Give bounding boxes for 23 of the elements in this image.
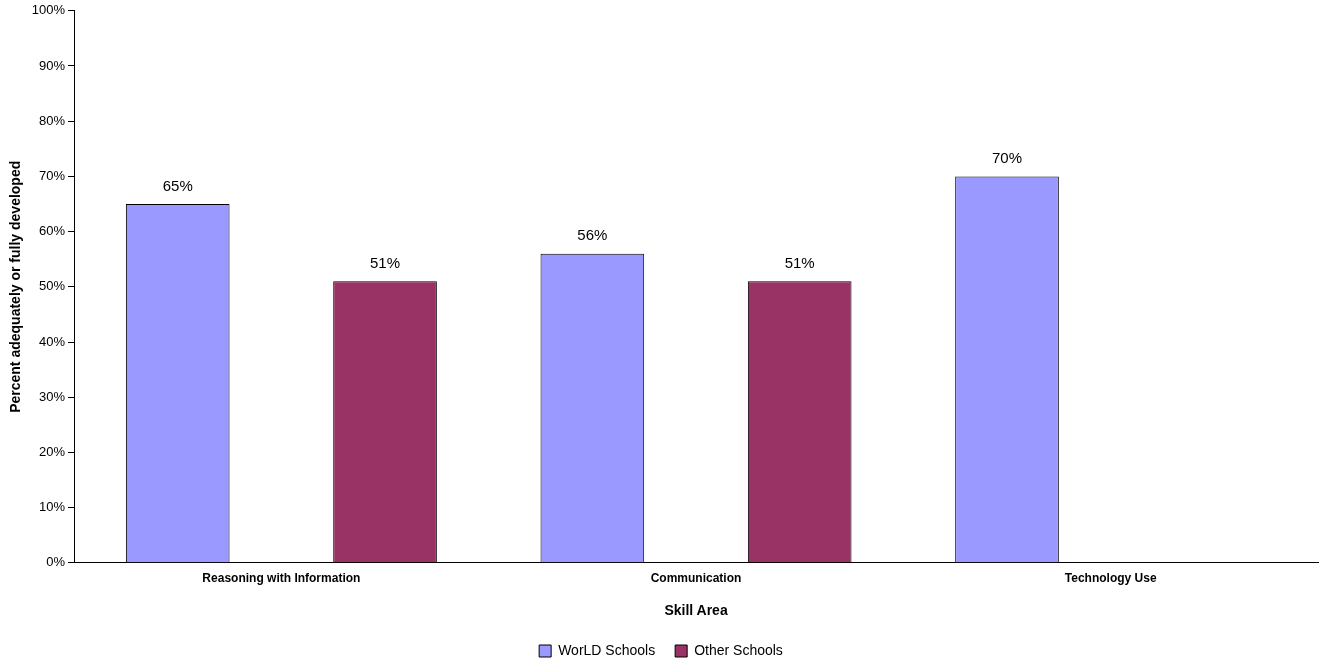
data-label: 65% bbox=[162, 176, 193, 194]
x-axis-title: Skill Area bbox=[664, 602, 728, 619]
y-tick-label: 10% bbox=[39, 499, 66, 515]
x-tick-label: Reasoning with Information bbox=[202, 571, 361, 586]
legend-label: WorLD Schools bbox=[558, 641, 656, 658]
data-label: 70% bbox=[992, 149, 1023, 167]
y-tick-label: 40% bbox=[39, 333, 66, 349]
data-label: 51% bbox=[370, 253, 401, 271]
x-tick-label: Technology Use bbox=[1064, 571, 1157, 586]
y-tick-label: 100% bbox=[31, 2, 66, 18]
y-tick-label: 30% bbox=[39, 388, 66, 404]
y-tick-label: 50% bbox=[39, 278, 66, 294]
y-axis-title: Percent adequately or fully developed bbox=[7, 160, 24, 413]
y-tick-label: 60% bbox=[39, 223, 66, 239]
legend-label: Other Schools bbox=[694, 641, 783, 658]
y-tick-label: 0% bbox=[46, 554, 66, 570]
data-label: 51% bbox=[784, 253, 815, 271]
y-tick-label: 80% bbox=[39, 112, 66, 128]
data-label: 56% bbox=[577, 226, 608, 244]
y-tick-label: 90% bbox=[39, 57, 66, 73]
x-tick-label: Communication bbox=[650, 571, 742, 586]
y-tick-label: 20% bbox=[39, 443, 66, 459]
y-tick-label: 70% bbox=[39, 167, 66, 183]
